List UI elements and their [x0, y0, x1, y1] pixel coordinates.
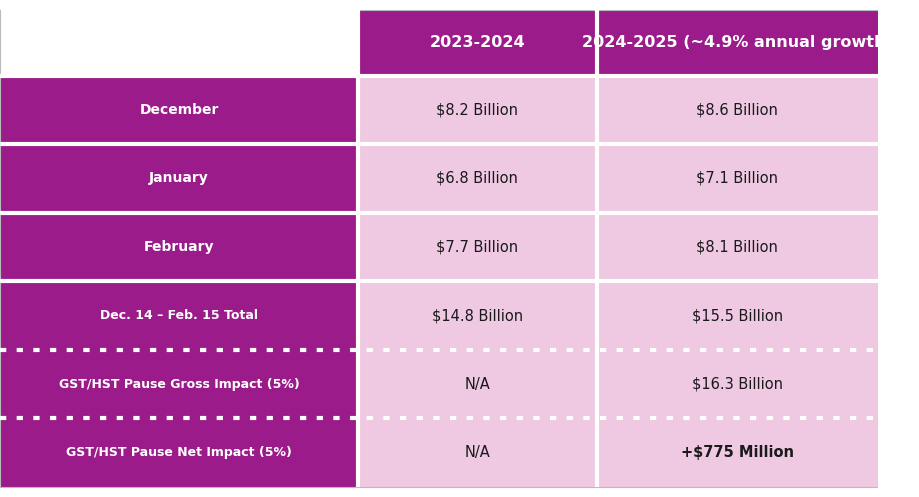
Text: +$775 Million: +$775 Million — [681, 445, 794, 460]
Bar — [0, 418, 358, 487]
Bar — [358, 281, 596, 350]
Bar — [596, 76, 878, 144]
Text: $15.5 Billion: $15.5 Billion — [692, 308, 783, 323]
Text: $8.6 Billion: $8.6 Billion — [697, 102, 778, 117]
Text: 2024-2025 (~4.9% annual growth): 2024-2025 (~4.9% annual growth) — [582, 35, 892, 50]
Bar — [358, 144, 596, 213]
Bar — [596, 418, 878, 487]
Text: GST/HST Pause Net Impact (5%): GST/HST Pause Net Impact (5%) — [66, 446, 292, 459]
Bar — [0, 144, 358, 213]
Bar — [358, 418, 596, 487]
Bar — [0, 213, 358, 281]
Text: December: December — [140, 103, 219, 117]
Bar — [596, 144, 878, 213]
Bar — [358, 76, 596, 144]
Text: $8.1 Billion: $8.1 Billion — [697, 240, 778, 254]
Text: 2023-2024: 2023-2024 — [429, 35, 526, 50]
Text: $7.7 Billion: $7.7 Billion — [437, 240, 518, 254]
Bar — [0, 281, 358, 350]
Bar — [596, 281, 878, 350]
Text: N/A: N/A — [464, 377, 490, 392]
Bar — [596, 213, 878, 281]
Bar — [358, 213, 596, 281]
Text: $6.8 Billion: $6.8 Billion — [437, 171, 518, 186]
Bar — [0, 10, 358, 76]
Bar — [358, 10, 596, 76]
Text: Dec. 14 – Feb. 15 Total: Dec. 14 – Feb. 15 Total — [100, 309, 258, 322]
Text: $8.2 Billion: $8.2 Billion — [437, 102, 518, 117]
Text: N/A: N/A — [464, 445, 490, 460]
Text: $7.1 Billion: $7.1 Billion — [697, 171, 778, 186]
Bar — [0, 76, 358, 144]
Text: January: January — [149, 171, 209, 185]
Text: GST/HST Pause Gross Impact (5%): GST/HST Pause Gross Impact (5%) — [59, 378, 300, 391]
Bar — [596, 10, 878, 76]
Text: February: February — [143, 240, 214, 254]
Text: $16.3 Billion: $16.3 Billion — [692, 377, 783, 392]
Bar — [0, 350, 358, 418]
Bar — [596, 350, 878, 418]
Text: $14.8 Billion: $14.8 Billion — [432, 308, 523, 323]
Bar — [358, 350, 596, 418]
